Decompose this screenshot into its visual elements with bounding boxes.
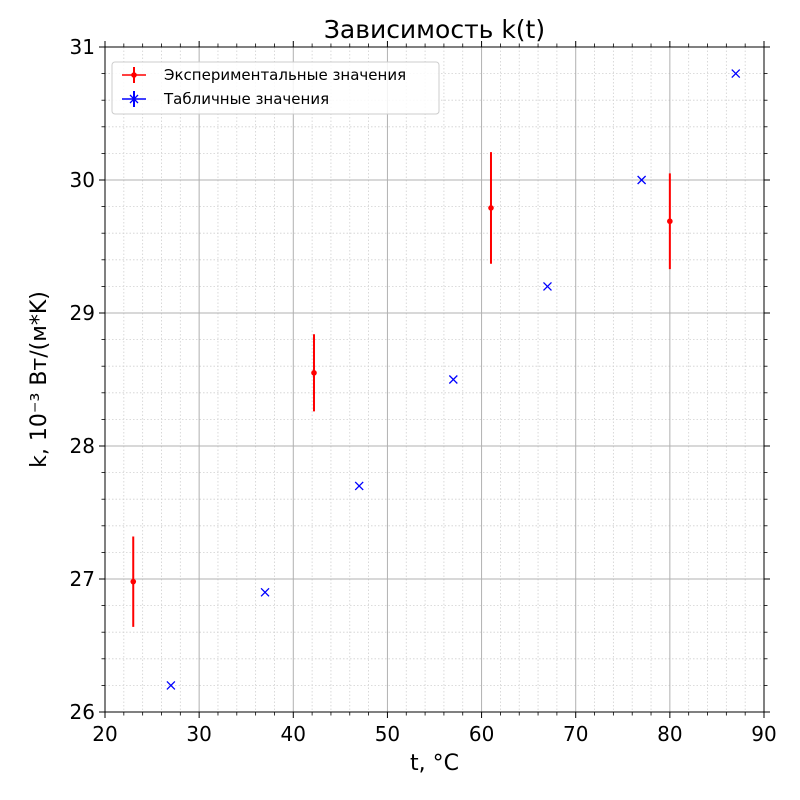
legend-label-experimental: Экспериментальные значения [164,66,406,84]
x-tick-label: 30 [186,722,211,746]
tabular-point [354,481,364,491]
chart-title: Зависимость k(t) [324,15,545,44]
tabular-point [260,587,270,597]
y-tick-label: 26 [70,700,95,724]
y-tick-label: 30 [70,168,95,192]
data-marks [130,69,741,690]
y-tick-label: 27 [70,567,95,591]
tabular-point [731,69,741,79]
y-tick-label: 31 [70,35,95,59]
tabular-point [637,175,647,185]
x-tick-label: 50 [375,722,400,746]
axis-ticks [99,41,770,718]
x-axis-label: t, °C [410,751,459,776]
x-tick-label: 90 [751,722,776,746]
plot-frame [104,46,765,713]
legend-symbol-experimental [122,67,146,83]
legend-symbol-tabular [122,91,146,107]
experimental-point [667,218,673,225]
y-tick-label: 28 [70,434,95,458]
tabular-point [543,281,552,291]
legend-x-tabular [129,94,139,104]
major-grid [105,47,764,712]
x-tick-label: 20 [92,722,117,746]
y-tick-label: 29 [70,301,95,325]
experimental-point [311,370,317,376]
y-axis-label: k, 10⁻³ Вт/(м*K) [27,291,52,468]
legend-box [111,61,440,115]
experimental-point [130,578,137,585]
tick-labels: 20 30 40 50 60 70 80 90 26 27 28 29 30 31 [70,35,777,746]
x-tick-label: 40 [281,722,306,746]
legend: Экспериментальные значения Табличные зна… [111,61,440,115]
minor-grid [105,47,764,712]
legend-label-tabular: Табличные значения [163,90,329,108]
tabular-point [448,375,458,384]
tabular-point [166,680,176,690]
experimental-point [488,205,494,211]
x-tick-label: 70 [563,722,588,746]
x-tick-label: 80 [657,722,682,746]
legend-dot-experimental [131,72,137,78]
x-tick-label: 60 [469,722,494,746]
